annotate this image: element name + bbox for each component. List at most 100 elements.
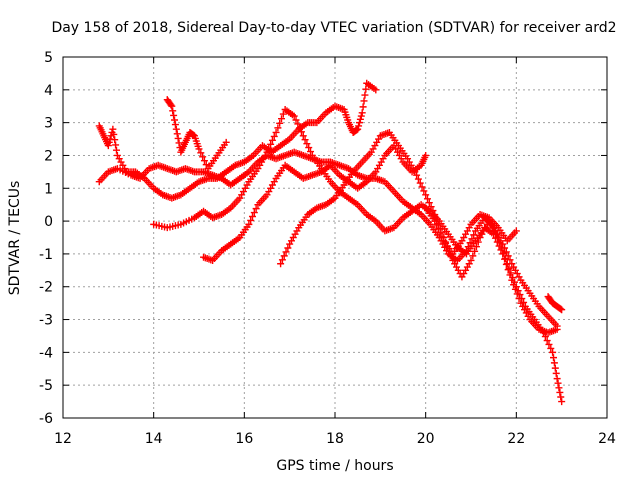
x-tick-label: 24 xyxy=(598,431,616,447)
data-point xyxy=(501,255,509,263)
y-tick-label: 3 xyxy=(44,116,53,132)
data-point xyxy=(250,209,258,217)
data-point xyxy=(516,291,524,299)
data-point xyxy=(279,110,287,118)
data-point xyxy=(356,115,364,123)
data-point xyxy=(307,148,315,156)
data-point xyxy=(362,85,370,93)
data-point xyxy=(549,348,557,356)
chart-title: Day 158 of 2018, Sidereal Day-to-day VTE… xyxy=(51,20,616,36)
data-point xyxy=(471,247,479,255)
data-point xyxy=(280,252,288,260)
data-point xyxy=(433,221,441,229)
data-point xyxy=(547,344,555,352)
data-point xyxy=(252,205,260,213)
y-tick-label: 2 xyxy=(44,148,53,164)
data-point xyxy=(361,91,369,99)
data-point xyxy=(248,212,256,220)
y-tick-label: 4 xyxy=(44,83,53,99)
series-arc-3 xyxy=(163,96,230,173)
data-point xyxy=(512,227,520,235)
data-point xyxy=(168,102,176,110)
data-point xyxy=(172,125,180,133)
data-point xyxy=(372,86,380,94)
data-point xyxy=(195,145,203,153)
x-tick-label: 14 xyxy=(145,431,163,447)
data-point xyxy=(512,283,520,291)
data-point xyxy=(282,248,290,256)
data-point xyxy=(202,161,210,169)
data-point xyxy=(422,191,430,199)
data-point xyxy=(292,116,300,124)
y-tick-label: -2 xyxy=(39,280,53,296)
data-point xyxy=(425,199,433,207)
y-tick-label: -3 xyxy=(39,313,53,329)
data-point xyxy=(112,146,120,154)
data-point xyxy=(171,121,179,129)
data-point xyxy=(357,112,365,120)
y-tick-label: -1 xyxy=(39,247,53,263)
data-point xyxy=(276,119,284,127)
data-point xyxy=(413,171,421,179)
data-point xyxy=(299,132,307,140)
data-point xyxy=(272,128,280,136)
data-point xyxy=(558,398,566,406)
grid-lines xyxy=(63,57,607,418)
data-point xyxy=(112,141,120,149)
data-point xyxy=(175,139,183,147)
data-point xyxy=(247,216,255,224)
data-point xyxy=(554,379,562,387)
data-point xyxy=(109,125,117,133)
y-tick-label: 0 xyxy=(44,214,53,230)
data-point xyxy=(278,115,286,123)
data-point xyxy=(303,140,311,148)
y-tick-label: -4 xyxy=(39,345,53,361)
data-point xyxy=(427,203,435,211)
data-point xyxy=(436,229,444,237)
data-point xyxy=(552,369,560,377)
data-point xyxy=(278,256,286,264)
y-tick-label: -6 xyxy=(39,411,53,427)
x-tick-label: 18 xyxy=(326,431,344,447)
data-point xyxy=(277,260,285,268)
x-tick-label: 16 xyxy=(235,431,253,447)
plot-frame xyxy=(62,56,608,419)
y-tick-label: 1 xyxy=(44,181,53,197)
data-point xyxy=(550,359,558,367)
data-point xyxy=(469,252,477,260)
data-point xyxy=(553,375,561,383)
data-point xyxy=(511,278,519,286)
series-arc-7 xyxy=(422,204,520,258)
data-point xyxy=(270,132,278,140)
x-tick-labels: 12 14 16 18 20 22 24 xyxy=(54,431,616,447)
data-point xyxy=(553,325,561,333)
data-point xyxy=(354,125,362,133)
y-tick-label: 5 xyxy=(44,50,53,66)
data-point xyxy=(105,138,113,146)
y-axis-label: SDTVAR / TECUs xyxy=(7,181,23,296)
y-tick-labels: -6 -5 -4 -3 -2 -1 0 1 2 3 4 5 xyxy=(39,50,53,427)
data-point xyxy=(540,329,548,337)
data-point xyxy=(509,274,517,282)
data-point xyxy=(110,130,118,138)
data-point xyxy=(290,112,298,120)
data-point xyxy=(305,144,313,152)
data-point xyxy=(222,138,230,146)
x-tick-label: 20 xyxy=(417,431,435,447)
data-point xyxy=(104,142,112,150)
data-point xyxy=(173,130,181,138)
data-point xyxy=(438,233,446,241)
series-arc-6 xyxy=(277,128,566,406)
data-point xyxy=(474,238,482,246)
data-point xyxy=(505,264,513,272)
data-point xyxy=(543,337,551,345)
data-point xyxy=(496,239,504,247)
data-point xyxy=(550,354,558,362)
data-point xyxy=(284,244,292,252)
data-point xyxy=(268,136,276,144)
data-point xyxy=(200,157,208,165)
data-point xyxy=(472,243,480,251)
data-point xyxy=(167,101,175,109)
data-point xyxy=(358,109,366,117)
